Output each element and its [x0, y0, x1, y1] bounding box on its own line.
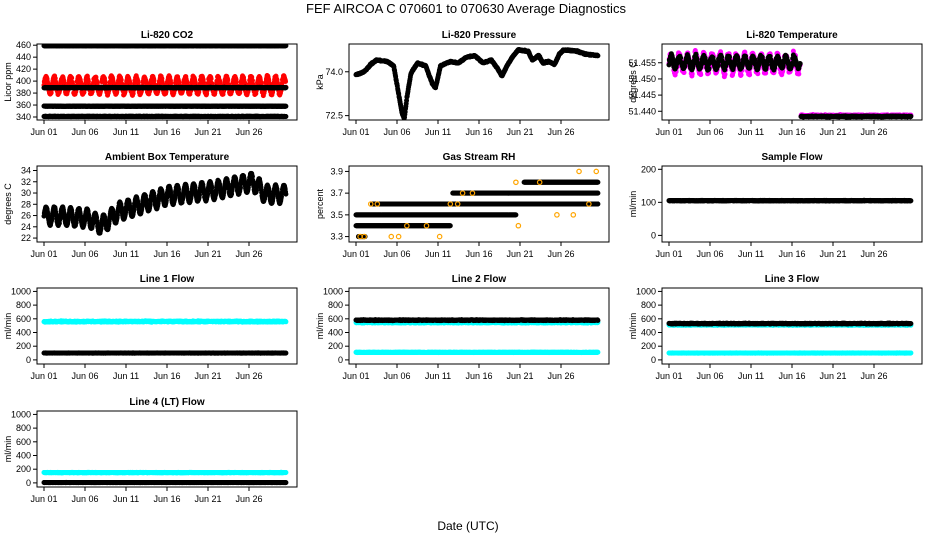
y-tick-label: 360 [16, 100, 31, 110]
data-point [698, 72, 704, 78]
data-point [283, 85, 289, 91]
y-tick-label: 440 [16, 52, 31, 62]
data-point [283, 78, 289, 84]
data-point [595, 53, 601, 59]
y-tick-label: 72.5 [325, 111, 343, 121]
series-reference-low [41, 103, 289, 109]
x-tick-label: Jun 11 [113, 127, 139, 137]
series-pressure [353, 46, 601, 120]
x-tick-label: Jun 21 [194, 127, 221, 137]
y-tick-label: 420 [16, 64, 31, 74]
li-820-co2-data [41, 44, 289, 120]
y-tick-label: 400 [16, 76, 31, 86]
data-point [678, 55, 684, 61]
series-reference-mid [41, 84, 289, 91]
x-tick-label: Jun 26 [235, 127, 262, 137]
li-820-pressure-y-axis-label: kPa [315, 74, 325, 90]
data-point [738, 72, 744, 78]
x-tick-label: Jun 06 [71, 127, 98, 137]
data-point [283, 103, 289, 109]
data-point [681, 70, 687, 76]
y-tick-label: 460 [16, 40, 31, 50]
x-tick-label: Jun 01 [30, 127, 57, 137]
data-point [796, 71, 802, 77]
series-reference-zero [41, 113, 289, 120]
data-point [726, 54, 732, 60]
data-point [747, 72, 753, 78]
y-tick-label: 74.0 [325, 67, 343, 77]
data-point [283, 44, 289, 49]
data-point [225, 77, 231, 83]
series-temperature [666, 51, 803, 73]
x-tick-label: Jun 06 [383, 127, 410, 137]
li-820-temperature-data [666, 48, 914, 120]
li-820-pressure-title: Li-820 Pressure [442, 30, 517, 41]
data-point [706, 65, 712, 71]
y-tick-label: 340 [16, 112, 31, 122]
data-point [722, 71, 728, 77]
data-point [69, 75, 75, 81]
data-point [208, 76, 214, 82]
x-tick-label: Jun 21 [506, 127, 533, 137]
figure-title: FEF AIRCOA C 070601 to 070630 Average Di… [306, 1, 626, 16]
li-820-co2-y-axis-label: Licor ppm [3, 62, 13, 102]
li-820-pressure-frame [348, 43, 610, 121]
panel-li-820-pressure: Li-820 Pressure kPa 72.5 74.0 Jun 01 Jun 06 Ju… [315, 30, 610, 137]
series-reference-high [41, 44, 289, 49]
li-820-temperature-title: Li-820 Temperature [746, 30, 838, 41]
x-tick-label: Jun 16 [153, 127, 180, 137]
x-tick-label: Jun 01 [342, 127, 369, 137]
li-820-pressure-data [353, 46, 601, 120]
y-tick-label: 380 [16, 88, 31, 98]
data-point [283, 114, 289, 120]
li-820-temperature-y-axis-label: degrees C [628, 61, 638, 103]
li-820-co2-title: Li-820 CO2 [141, 30, 194, 41]
x-tick-label: Jun 11 [425, 127, 451, 137]
x-tick-label: Jun 16 [465, 127, 492, 137]
data-point [735, 57, 741, 63]
x-tick-label: Jun 26 [547, 127, 574, 137]
figure-x-axis-label: Date (UTC) [437, 519, 498, 533]
